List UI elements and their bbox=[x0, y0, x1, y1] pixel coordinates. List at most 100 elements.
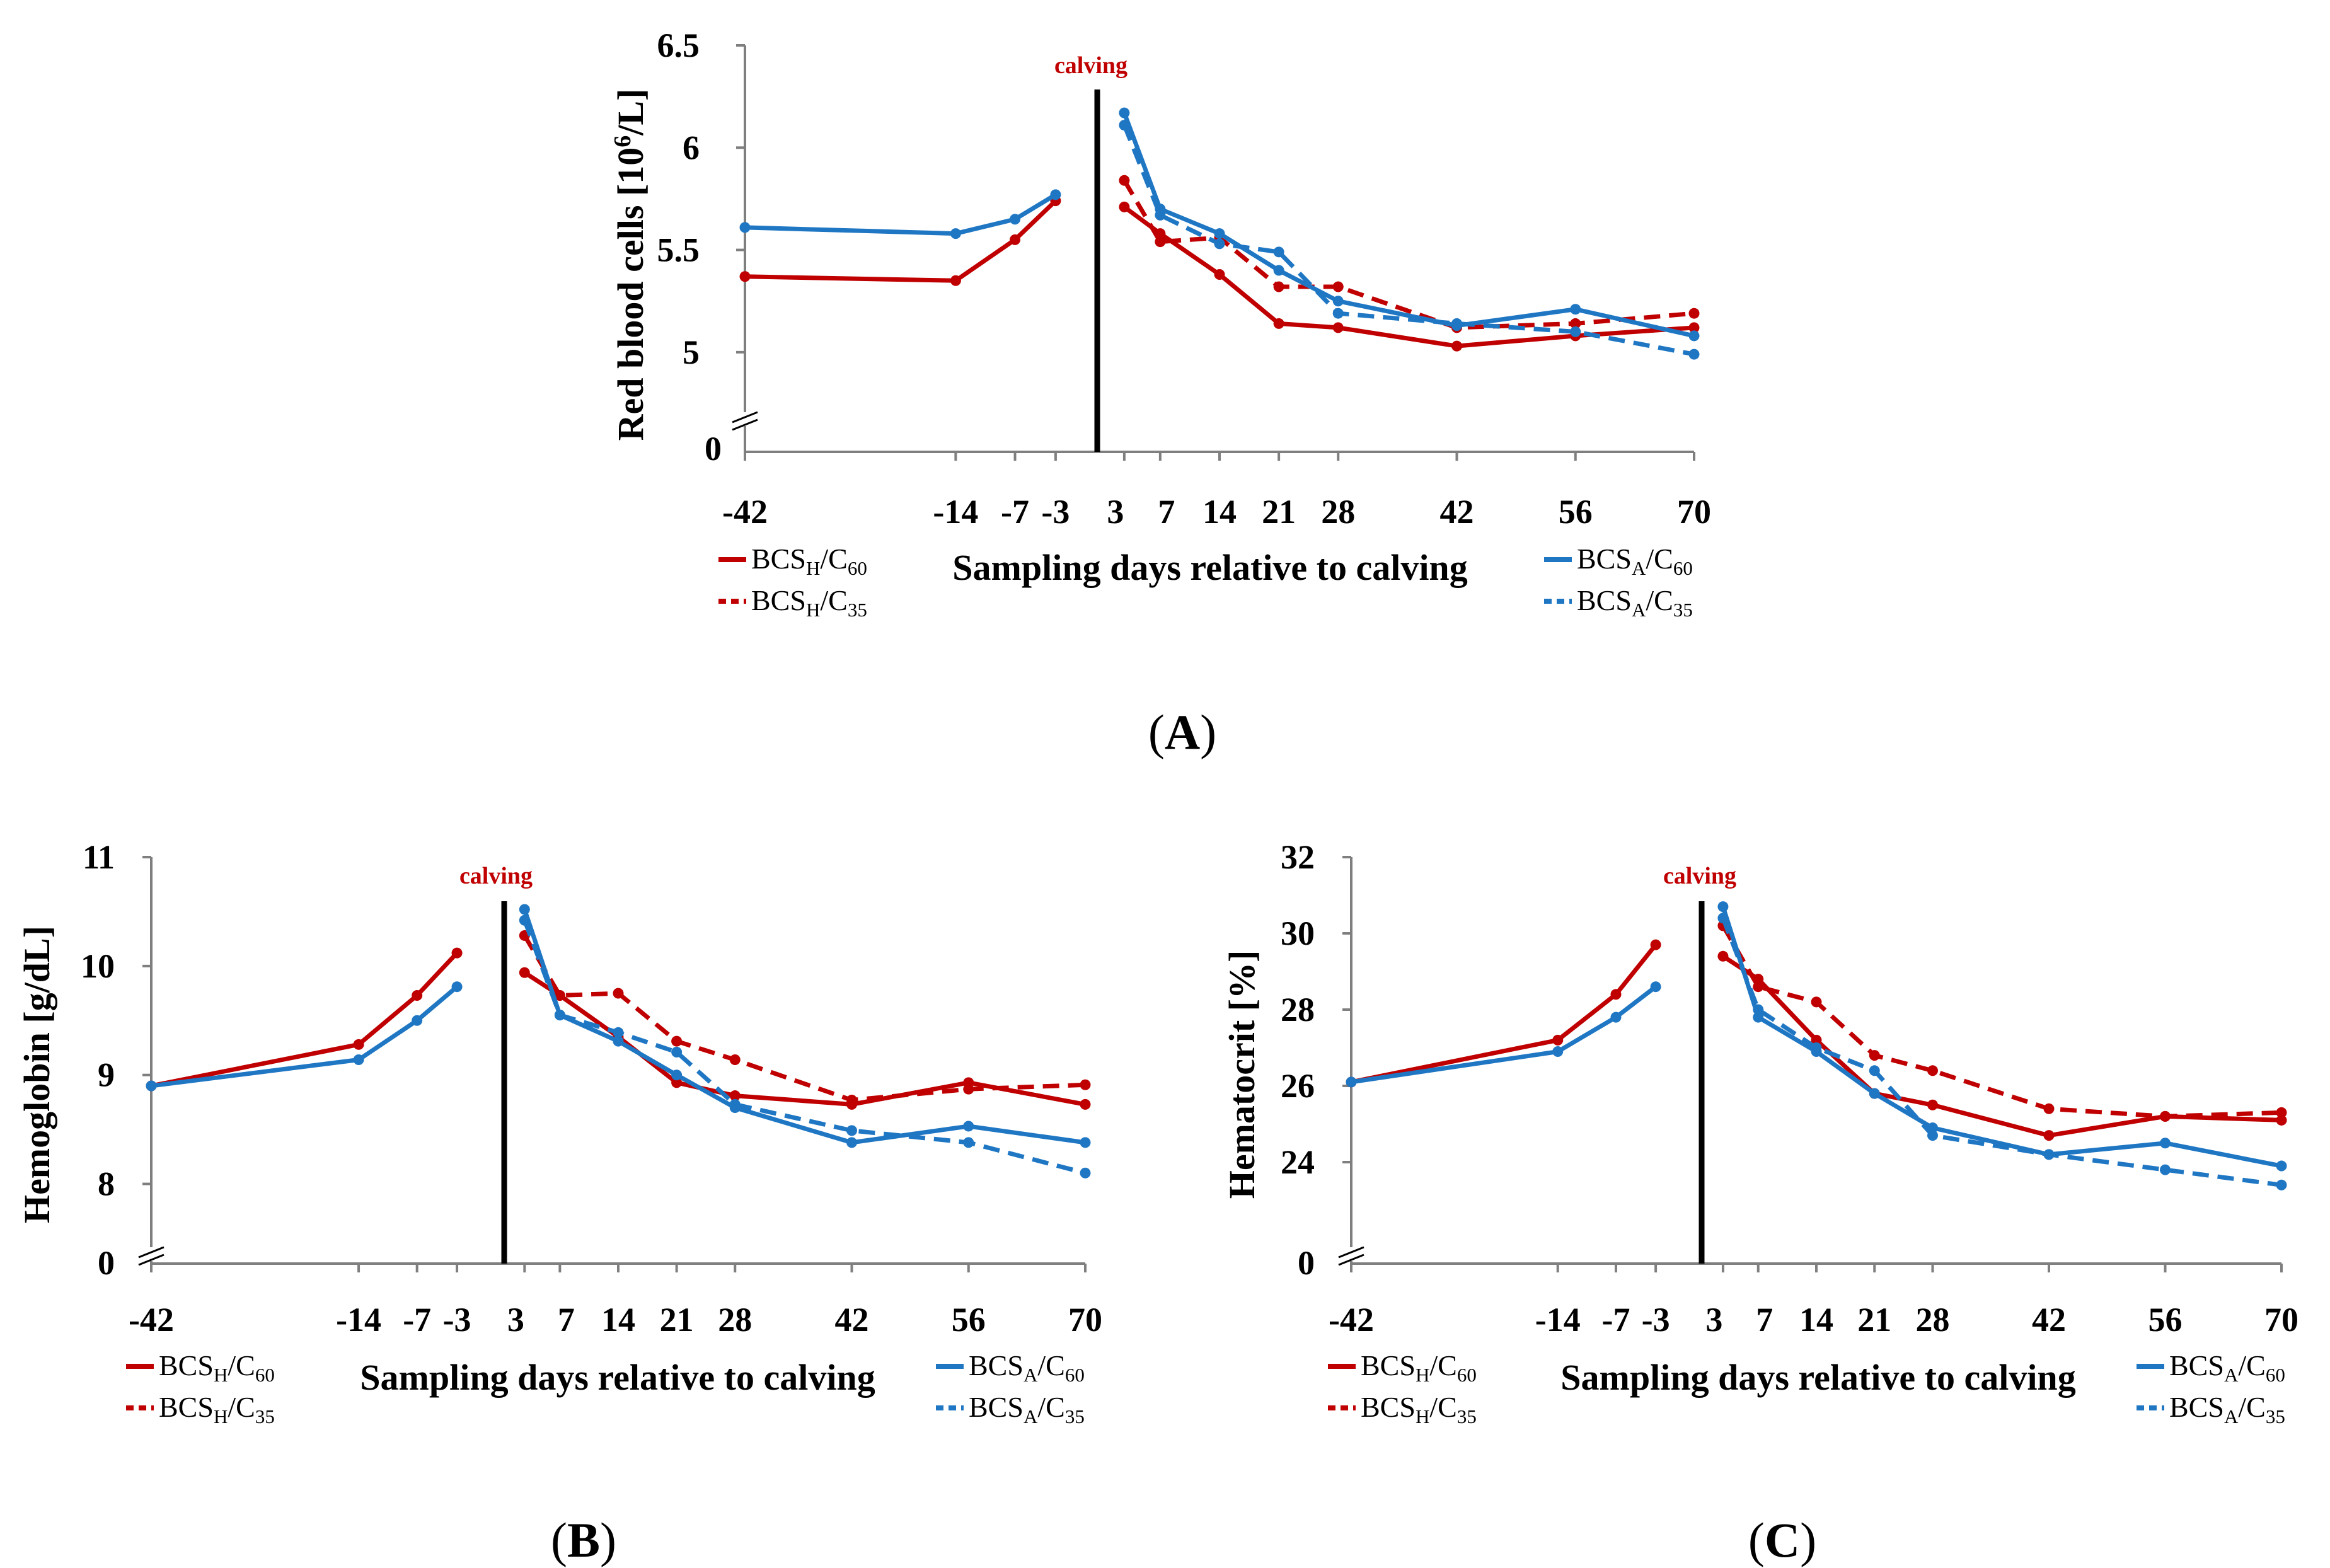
panel-a-data-point-bcsa-c60 bbox=[1119, 107, 1130, 118]
panel-c-data-point-bcsh-c35 bbox=[1811, 996, 1822, 1008]
panel-c-legend-label-h60: BCSH/C60 bbox=[1361, 1349, 1477, 1386]
panel-c-y-tick-label: 24 bbox=[1281, 1143, 1315, 1181]
panel-b-data-point-bcsh-c60 bbox=[519, 967, 530, 978]
panel-c-legend-label-part: /C bbox=[1429, 1349, 1456, 1381]
panel-b-legend-label-part: 60 bbox=[255, 1364, 275, 1386]
panel-b-y-tick-label: 8 bbox=[98, 1165, 115, 1203]
panel-b-x-tick-label: -7 bbox=[403, 1301, 431, 1339]
panel-b-legend-label-part: H bbox=[214, 1405, 228, 1427]
panel-a-x-tick-label: -42 bbox=[722, 493, 768, 531]
panel-a-legend-label-part: /C bbox=[820, 584, 847, 616]
panel-c-legend-label-part: H bbox=[1416, 1364, 1429, 1386]
panel-b-legend-label-part: /C bbox=[228, 1349, 255, 1381]
panel-b-legend-label-part: BCS bbox=[159, 1391, 214, 1423]
panel-c-data-point-bcsh-c35 bbox=[1869, 1050, 1880, 1061]
panel-a-x-tick-label: 21 bbox=[1262, 493, 1296, 531]
panel-b-y-tick-label: 11 bbox=[83, 838, 115, 876]
panel-c-y-tick-label: 30 bbox=[1281, 914, 1315, 952]
panel-c-legend-label-part: BCS bbox=[2169, 1391, 2224, 1423]
panel-b-legend-label-part: 35 bbox=[1065, 1405, 1085, 1427]
panel-c-x-tick-label: -7 bbox=[1601, 1301, 1630, 1339]
panel-c-x-tick-label: 21 bbox=[1857, 1301, 1891, 1339]
panel-a-x-tick-label: -14 bbox=[933, 493, 978, 531]
panel-b-legend-label-part: BCS bbox=[159, 1349, 214, 1381]
panel-a-x-tick-label: 3 bbox=[1107, 493, 1124, 531]
panel-a-legend-label-part: 60 bbox=[1673, 557, 1693, 579]
panel-c-data-point-bcsh-c35 bbox=[1927, 1065, 1938, 1076]
panel-a-legend-label-part: /C bbox=[1646, 543, 1673, 575]
panel-b-data-point-bcsh-c60 bbox=[1080, 1098, 1091, 1110]
panel-b-legend-label-h35: BCSH/C35 bbox=[159, 1391, 275, 1427]
panel-a-data-point-bcsa-c60 bbox=[1010, 214, 1021, 225]
panel-a-legend-label-part: BCS bbox=[1577, 543, 1632, 575]
panel-c-x-tick-label: 28 bbox=[1916, 1301, 1950, 1339]
panel-c-legend-label-part: /C bbox=[1429, 1391, 1456, 1423]
panel-b-data-point-bcsa-c60 bbox=[353, 1054, 364, 1066]
panel-b-data-point-bcsh-c60 bbox=[729, 1090, 741, 1102]
panel-a-y-tick-label: 6.5 bbox=[657, 26, 700, 64]
panel-c-data-point-bcsh-c35 bbox=[2276, 1107, 2287, 1118]
panel-a-data-point-bcsa-c35 bbox=[1570, 326, 1581, 337]
panel-c-series-line-bcsa-c60 bbox=[1351, 984, 1658, 1085]
panel-c-data-point-bcsa-c60 bbox=[1650, 981, 1661, 993]
panel-c-data-point-bcsh-c35 bbox=[2160, 1110, 2171, 1122]
panel-b-legend-label-part: H bbox=[214, 1364, 228, 1386]
panel-a-data-point-bcsh-c60 bbox=[1688, 322, 1700, 333]
panel-b-data-point-bcsa-c60 bbox=[846, 1137, 857, 1148]
panel-b-x-tick-label: -3 bbox=[443, 1301, 471, 1339]
panel-a-data-point-bcsh-c35 bbox=[1688, 308, 1700, 319]
panel-c-y-tick-label: 28 bbox=[1281, 991, 1315, 1029]
panel-c-data-point-bcsa-c60 bbox=[2276, 1160, 2287, 1172]
panel-c-y-tick-label: 32 bbox=[1281, 838, 1315, 876]
panel-c-x-tick-label: 70 bbox=[2264, 1301, 2298, 1339]
panel-a-data-point-bcsa-c60 bbox=[1050, 189, 1061, 200]
panel-b-legend-label-part: BCS bbox=[969, 1349, 1024, 1381]
panel-b-y-label-main: Hemoglobin [g/dL] bbox=[16, 926, 57, 1223]
panel-a-data-point-bcsh-c35 bbox=[1119, 175, 1130, 186]
panel-b-tag-letter: B bbox=[567, 1513, 600, 1567]
panel-b-data-point-bcsa-c35 bbox=[613, 1027, 624, 1038]
panel-a-tag-letter: A bbox=[1165, 705, 1200, 759]
panel-a-legend-label-part: BCS bbox=[1577, 584, 1632, 616]
panel-c-legend-label-part: 35 bbox=[2266, 1405, 2285, 1427]
panel-b-legend-label-part: A bbox=[1024, 1405, 1038, 1427]
panel-c-legend-label-part: /C bbox=[2238, 1391, 2265, 1423]
panel-b-x-tick-label: 3 bbox=[507, 1301, 524, 1339]
panel-a-data-point-bcsa-c60 bbox=[950, 228, 961, 239]
panel-c-x-tick-label: 14 bbox=[1799, 1301, 1833, 1339]
panel-a-legend-label-part: 35 bbox=[1673, 599, 1693, 621]
panel-a-y-tick-label: 6 bbox=[683, 129, 700, 166]
panel-b-legend-label-part: BCS bbox=[969, 1391, 1024, 1423]
panel-c-zero-tick-label: 0 bbox=[1298, 1244, 1315, 1282]
panel-a-data-point-bcsa-c35 bbox=[1119, 120, 1130, 131]
panel-c-data-point-bcsh-c60 bbox=[1552, 1034, 1564, 1046]
panel-a-y-axis-label: Red blood cells [106/L] bbox=[609, 89, 651, 441]
panel-b-x-tick-label: 42 bbox=[835, 1301, 869, 1339]
panel-a-data-point-bcsa-c60 bbox=[1332, 296, 1344, 307]
panel-c-tag: (C) bbox=[1748, 1513, 1816, 1567]
panel-b-series-line-bcsa-c60 bbox=[522, 908, 1086, 1145]
panel-b-y-tick-label: 10 bbox=[81, 947, 115, 985]
panel-b-axis-break-mark bbox=[138, 1254, 164, 1266]
panel-b-x-axis-label: Sampling days relative to calving bbox=[360, 1357, 875, 1398]
panel-a-red-blood-cells: 55.566.5-42 -14 -7 -3 3 7 14 21 28 42 56 70BCSH/C60… bbox=[609, 26, 1711, 759]
panel-a-legend-label-a35: BCSA/C35 bbox=[1577, 584, 1693, 621]
panel-c-legend-label-part: 35 bbox=[1457, 1405, 1477, 1427]
panel-b-legend-label-part: /C bbox=[228, 1391, 255, 1423]
panel-a-series-line-bcsa-c60 bbox=[744, 192, 1057, 236]
panel-c-tag-letter: C bbox=[1765, 1513, 1800, 1567]
panel-b-data-point-bcsh-c35 bbox=[846, 1094, 857, 1105]
panel-c-data-point-bcsh-c60 bbox=[2276, 1114, 2287, 1126]
panel-b-data-point-bcsa-c60 bbox=[671, 1069, 683, 1081]
panel-c-data-point-bcsa-c60 bbox=[1869, 1088, 1880, 1099]
panel-c-data-point-bcsa-c60 bbox=[1753, 1012, 1764, 1023]
panel-c-legend-label-part: 60 bbox=[1457, 1364, 1477, 1386]
panel-c-data-point-bcsa-c35 bbox=[2276, 1179, 2287, 1190]
panel-c-legend-label-part: A bbox=[2224, 1364, 2239, 1386]
panel-c-y-label-main: Hematocrit [%] bbox=[1221, 950, 1262, 1199]
panel-c-x-tick-label: -14 bbox=[1535, 1301, 1581, 1339]
